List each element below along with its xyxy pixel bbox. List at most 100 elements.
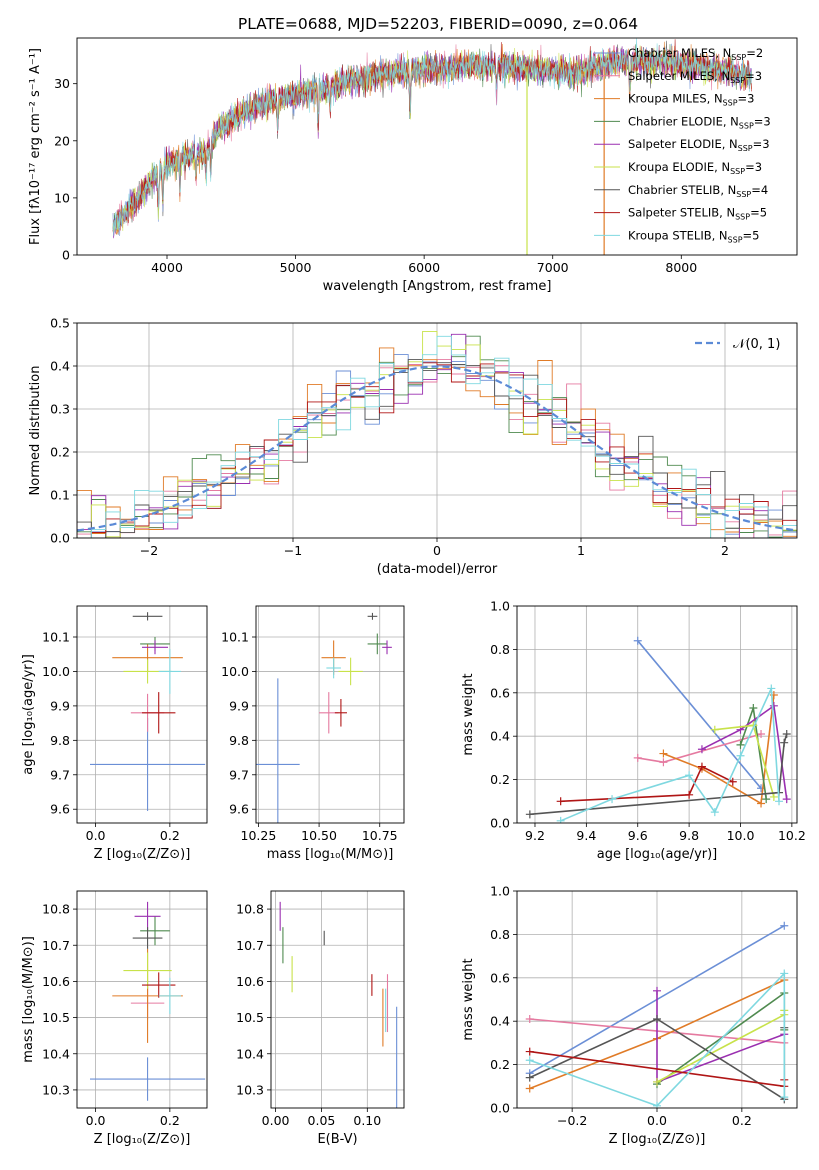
legend-entry: Chabrier STELIB, NSSP=4 xyxy=(628,183,768,199)
axes-frame xyxy=(516,890,798,1109)
legend-entry: Salpeter ELODIE, NSSP=3 xyxy=(628,137,770,153)
errorbar-point-8 xyxy=(142,972,176,998)
errorbar-point-5 xyxy=(142,640,168,655)
y-tick-label: 10.7 xyxy=(42,938,70,953)
y-tick-label: 1.0 xyxy=(490,884,510,899)
weight-marker xyxy=(608,795,617,804)
x-tick-label: 6000 xyxy=(408,260,440,275)
plot-area xyxy=(256,606,404,823)
x-tick-label: 8000 xyxy=(665,260,697,275)
x-tick-label: 2 xyxy=(721,543,729,558)
histogram-8 xyxy=(77,362,797,538)
y-tick-label: 0.0 xyxy=(490,816,510,831)
plot-area xyxy=(77,323,797,538)
legend-entry: Kroupa MILES, NSSP=3 xyxy=(628,92,754,108)
y-tick-label: 9.6 xyxy=(229,802,249,817)
panel-spectrum: 4000 5000 6000 7000 8000 0 10 20 30 wavelength [A… xyxy=(28,37,798,294)
y-tick-label: 0.2 xyxy=(50,445,70,460)
plot-area xyxy=(517,606,797,823)
y-axis-label: mass weight xyxy=(461,673,476,755)
weight-marker xyxy=(782,730,791,739)
errorbar-point-6 xyxy=(338,657,363,686)
y-tick-label: 0.6 xyxy=(490,685,510,700)
x-tick-label: 1 xyxy=(577,543,585,558)
y-tick-label: 10.5 xyxy=(236,1010,264,1025)
weight-marker xyxy=(633,753,642,762)
weight-marker xyxy=(556,816,565,823)
weight-marker xyxy=(697,762,706,771)
y-tick-label: 0.8 xyxy=(490,927,510,942)
y-tick-label: 10 xyxy=(54,190,70,205)
y-axis-label: Flux [fλ10⁻¹⁷ erg cm⁻² s⁻¹ A⁻¹] xyxy=(28,48,43,245)
weight-marker xyxy=(728,777,737,786)
errorbar-point-8 xyxy=(334,699,347,727)
panel-mass-vs-Z: 0.0 0.2 10.3 10.4 10.5 10.6 10.7 10.8 Z [log₁₀(Z… xyxy=(21,890,208,1147)
y-tick-label: 0.0 xyxy=(50,531,70,546)
legend-entry: 𝒩(0, 1) xyxy=(733,337,780,352)
y-tick-label: 9.7 xyxy=(50,767,70,782)
x-tick-label: 7000 xyxy=(537,260,569,275)
weight-line-1 xyxy=(637,640,762,789)
y-axis-label: Normed distribution xyxy=(28,366,43,496)
x-tick-label: −2 xyxy=(140,543,158,558)
x-tick-label: 0.0 xyxy=(647,1113,667,1128)
y-tick-label: 10.7 xyxy=(236,938,264,953)
weight-marker xyxy=(710,808,719,817)
histogram-9 xyxy=(77,335,797,538)
weight-marker xyxy=(767,684,776,693)
x-tick-label: 0.10 xyxy=(353,1113,381,1128)
weight-marker xyxy=(757,730,766,739)
figure-title: PLATE=0688, MJD=52203, FIBERID=0090, z=0… xyxy=(238,15,638,33)
weight-marker xyxy=(736,740,745,749)
weight-marker xyxy=(556,797,565,806)
normal-curve xyxy=(77,365,797,532)
y-tick-label: 10.4 xyxy=(236,1046,264,1061)
x-tick-label: 5000 xyxy=(280,260,312,275)
y-tick-label: 10.3 xyxy=(42,1082,70,1097)
errorbar-point-9 xyxy=(158,977,181,1014)
y-tick-label: 10.0 xyxy=(221,664,249,679)
y-tick-label: 0.1 xyxy=(50,488,70,503)
y-tick-label: 10.3 xyxy=(236,1082,264,1097)
histogram-7 xyxy=(77,359,797,538)
weight-marker xyxy=(780,969,789,978)
y-tick-label: 0.4 xyxy=(490,729,510,744)
y-tick-label: 0.2 xyxy=(490,772,510,787)
y-tick-label: 0 xyxy=(62,248,70,263)
y-tick-label: 10.6 xyxy=(42,974,70,989)
x-axis-label: wavelength [Angstrom, rest frame] xyxy=(323,279,552,294)
weight-line-8 xyxy=(560,765,734,803)
y-tick-label: 1.0 xyxy=(490,599,510,614)
y-tick-label: 0.2 xyxy=(490,1057,510,1072)
weight-marker xyxy=(525,1084,534,1093)
x-axis-label: Z [log₁₀(Z/Z⊙)] xyxy=(94,847,191,862)
weight-marker xyxy=(780,1093,789,1102)
errorbar-point-1 xyxy=(90,1057,206,1101)
axes-frame xyxy=(516,605,798,824)
x-tick-label: 10.50 xyxy=(301,828,337,843)
weight-marker xyxy=(757,784,766,793)
y-tick-label: 20 xyxy=(54,133,70,148)
errorbar-point-4 xyxy=(140,916,170,946)
weight-marker xyxy=(633,636,642,645)
y-tick-label: 10.6 xyxy=(236,974,264,989)
y-tick-label: 10.1 xyxy=(221,630,249,645)
panel-residuals: −2 −1 0 1 2 0.0 0.1 0.2 0.3 0.4 0.5 (data-model)/er… xyxy=(28,316,798,577)
axes-frame xyxy=(76,37,798,256)
x-tick-label: 0.2 xyxy=(160,828,180,843)
x-tick-label: 9.8 xyxy=(679,828,699,843)
x-axis-label: Z [log₁₀(Z/Z⊙)] xyxy=(94,1132,191,1147)
y-tick-label: 0.8 xyxy=(490,642,510,657)
errorbar-point-5 xyxy=(134,901,161,931)
weight-marker xyxy=(653,1101,661,1108)
legend-entry: Chabrier MILES, NSSP=2 xyxy=(628,46,763,62)
weight-marker xyxy=(749,703,758,712)
plot-area xyxy=(517,891,797,1108)
panel-age-vs-Z: 0.0 0.2 9.6 9.7 9.8 9.9 10.0 10.1 Z [log₁₀(Z/Z⊙)… xyxy=(21,605,208,862)
y-tick-label: 9.6 xyxy=(50,802,70,817)
weight-line-7 xyxy=(529,733,788,816)
weight-marker xyxy=(736,751,745,760)
errorbar-point-7 xyxy=(132,927,163,949)
panel-age-vs-mass: 10.25 10.50 10.75 9.6 9.7 9.8 9.9 10.0 10.1 mass … xyxy=(221,605,405,862)
